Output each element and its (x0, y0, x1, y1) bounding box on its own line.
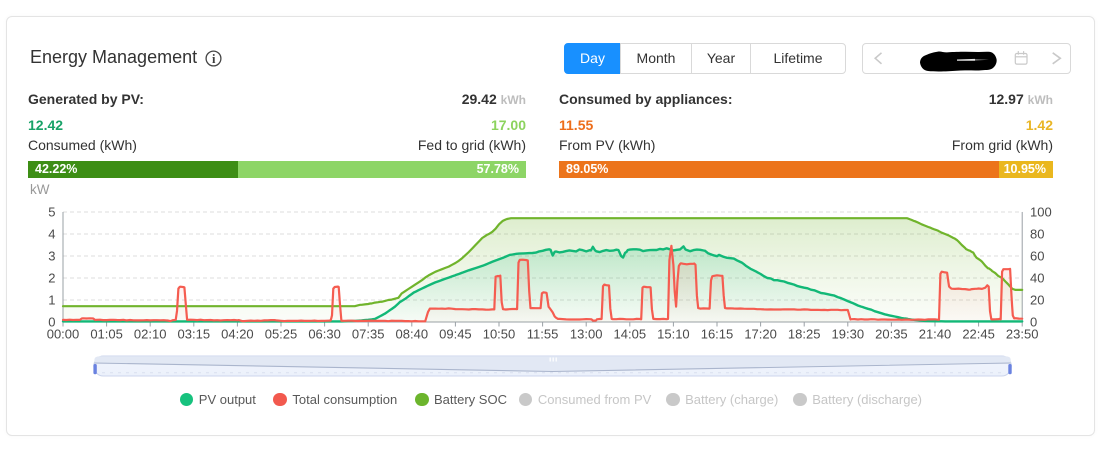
svg-text:5: 5 (48, 205, 55, 220)
svg-text:22:45: 22:45 (962, 327, 995, 342)
svg-text:14:05: 14:05 (614, 327, 647, 342)
svg-text:00:00: 00:00 (47, 327, 80, 342)
svg-text:15:10: 15:10 (657, 327, 690, 342)
svg-text:80: 80 (1030, 227, 1044, 242)
svg-text:100: 100 (1030, 205, 1052, 220)
svg-text:09:45: 09:45 (439, 327, 472, 342)
svg-text:07:35: 07:35 (352, 327, 385, 342)
svg-text:23:50: 23:50 (1006, 327, 1039, 342)
svg-text:03:15: 03:15 (178, 327, 211, 342)
svg-text:21:40: 21:40 (919, 327, 952, 342)
svg-text:01:05: 01:05 (90, 327, 123, 342)
svg-text:2: 2 (48, 271, 55, 286)
svg-text:11:55: 11:55 (527, 327, 559, 342)
svg-text:1: 1 (48, 293, 55, 308)
svg-text:16:15: 16:15 (701, 327, 734, 342)
svg-text:02:10: 02:10 (134, 327, 167, 342)
svg-text:20:35: 20:35 (875, 327, 908, 342)
svg-text:0: 0 (48, 315, 55, 330)
svg-text:18:25: 18:25 (788, 327, 821, 342)
svg-text:10:50: 10:50 (483, 327, 516, 342)
svg-text:17:20: 17:20 (744, 327, 777, 342)
svg-text:60: 60 (1030, 249, 1044, 264)
svg-text:4: 4 (48, 227, 55, 242)
svg-text:04:20: 04:20 (221, 327, 254, 342)
svg-text:05:25: 05:25 (265, 327, 298, 342)
svg-text:40: 40 (1030, 271, 1044, 286)
svg-text:3: 3 (48, 249, 55, 264)
svg-text:13:00: 13:00 (570, 327, 603, 342)
svg-text:06:30: 06:30 (308, 327, 341, 342)
svg-text:20: 20 (1030, 293, 1044, 308)
svg-text:i: i (212, 52, 216, 66)
svg-text:0: 0 (1030, 315, 1037, 330)
svg-text:08:40: 08:40 (396, 327, 429, 342)
svg-text:19:30: 19:30 (832, 327, 865, 342)
